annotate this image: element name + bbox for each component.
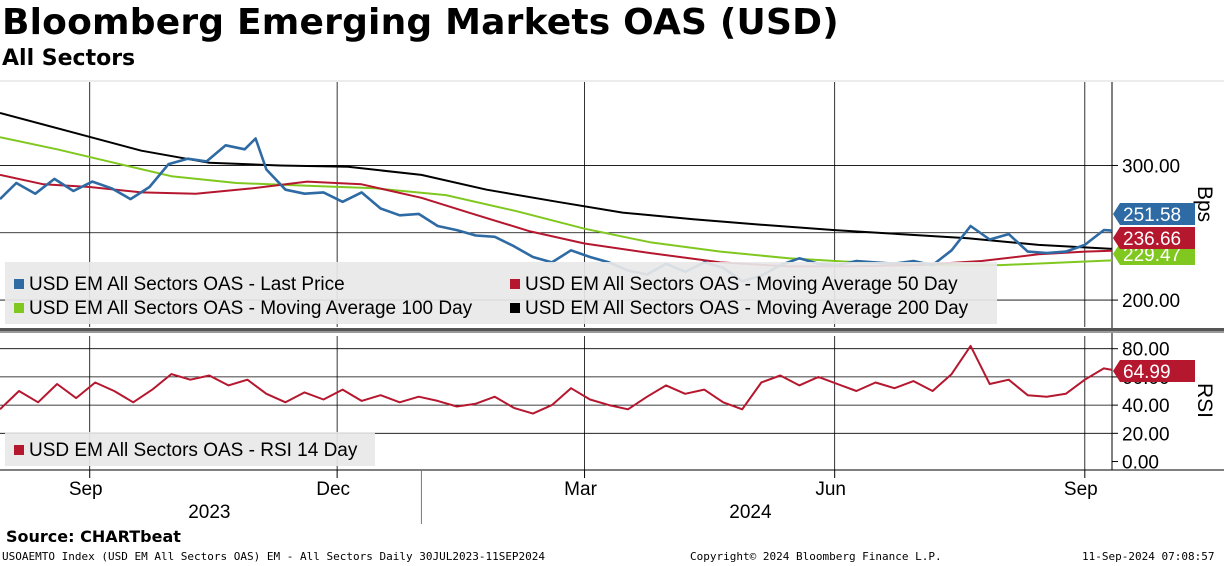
rsi-value-tag-text: 64.99 — [1123, 362, 1171, 383]
x-tick-label: Jun — [815, 479, 846, 500]
rsi-axis-title: RSI — [1193, 383, 1216, 418]
price-series-last_price — [0, 137, 1113, 283]
rsi-legend-swatch-rsi — [14, 445, 24, 455]
rsi-ytick-label: 80.00 — [1122, 340, 1170, 361]
x-year-label: 2023 — [188, 502, 230, 523]
price-ytick-label: 200.00 — [1122, 291, 1180, 312]
price-axis-title: Bps — [1193, 186, 1216, 222]
rsi-ytick-label: 20.00 — [1122, 424, 1170, 445]
panel-divider-shade — [0, 331, 1224, 333]
chart-title: Bloomberg Emerging Markets OAS (USD) — [2, 2, 839, 43]
price-legend-swatch-last_price — [14, 279, 24, 289]
price-legend-label-ma100: USD EM All Sectors OAS - Moving Average … — [29, 298, 473, 319]
rsi-ytick-label: 40.00 — [1122, 396, 1170, 417]
price-legend-box — [5, 262, 997, 324]
rsi-ytick-label: 0.00 — [1122, 453, 1159, 474]
rsi-value-tag-bg — [1113, 360, 1195, 382]
price-ytick-label: 300.00 — [1122, 156, 1180, 177]
chart-subtitle: All Sectors — [2, 46, 136, 71]
price-legend-swatch-ma200 — [510, 303, 520, 313]
price-series-ma200 — [0, 112, 1113, 250]
price-legend-swatch-ma100 — [14, 303, 24, 313]
price-legend-label-last_price: USD EM All Sectors OAS - Last Price — [29, 274, 345, 295]
rsi-legend-label-rsi: USD EM All Sectors OAS - RSI 14 Day — [29, 440, 358, 461]
ma50-value-tag-bg — [1113, 227, 1195, 249]
last-price-value-tag-text: 251.58 — [1123, 205, 1181, 226]
x-tick-label: Mar — [564, 479, 597, 500]
x-tick-label: Sep — [1064, 479, 1098, 500]
ma50-value-tag-text: 236.66 — [1123, 229, 1181, 250]
x-tick-label: Dec — [316, 479, 350, 500]
panel-divider — [0, 328, 1224, 333]
source-label: Source: CHARTbeat — [6, 527, 181, 546]
copyright-text: Copyright© 2024 Bloomberg Finance L.P. — [690, 550, 942, 563]
ticker-line: USOAEMTO Index (USD EM All Sectors OAS) … — [2, 550, 546, 563]
price-legend-label-ma50: USD EM All Sectors OAS - Moving Average … — [525, 274, 958, 295]
rsi-legend-box — [5, 432, 375, 466]
price-legend-swatch-ma50 — [510, 279, 520, 289]
x-year-label: 2024 — [729, 502, 772, 523]
x-tick-label: Sep — [69, 479, 103, 500]
price-legend-label-ma200: USD EM All Sectors OAS - Moving Average … — [525, 298, 969, 319]
timestamp-text: 11-Sep-2024 07:08:57 — [1082, 550, 1215, 563]
rsi-series-rsi — [0, 344, 1113, 415]
last-price-value-tag-bg — [1113, 203, 1195, 225]
ma100-value-tag-text: 229.47 — [1123, 245, 1181, 266]
